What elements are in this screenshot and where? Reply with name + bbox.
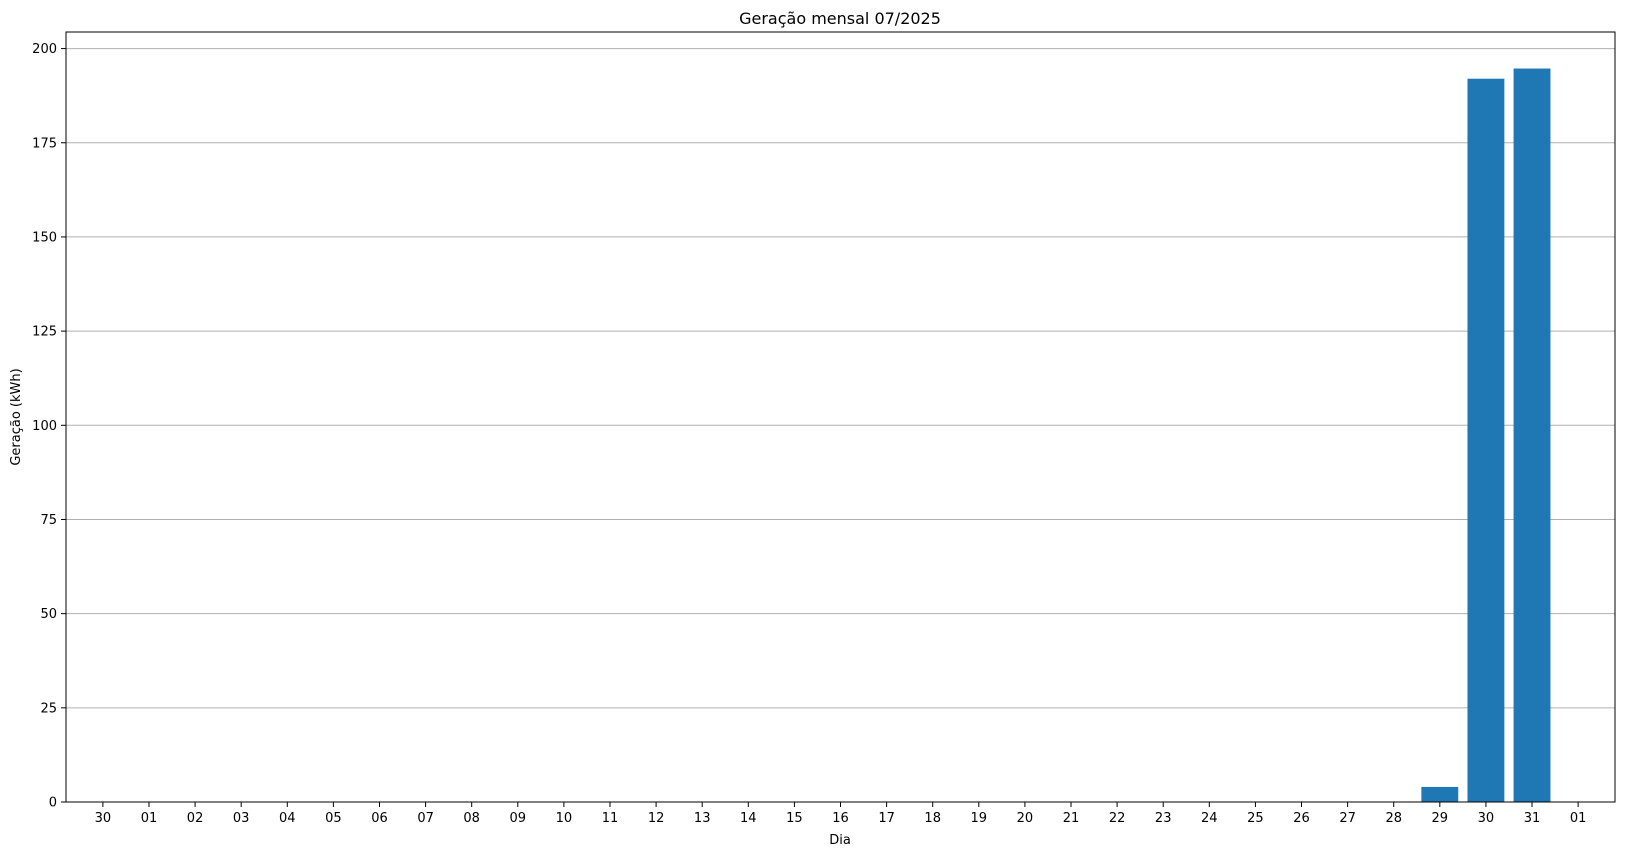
x-tick-label: 28 <box>1385 811 1402 826</box>
y-axis-label: Geração (kWh) <box>9 368 24 465</box>
x-ticks: 30 01 02 03 04 05 06 07 08 09 10 11 12 13 14 15 16 17 18 19… <box>95 802 1587 826</box>
bars <box>1421 68 1551 803</box>
y-ticks: 0 25 50 75 100 125 150 175 200 <box>32 42 66 811</box>
x-tick-label: 29 <box>1432 811 1449 826</box>
bar-31 <box>1513 68 1551 803</box>
x-tick-label: 06 <box>371 811 388 826</box>
bar-29 <box>1421 786 1459 802</box>
x-tick-label: 04 <box>279 811 296 826</box>
y-tick-label: 50 <box>40 607 57 622</box>
y-tick-label: 125 <box>32 325 57 340</box>
x-tick-label: 27 <box>1339 811 1356 826</box>
y-tick-label: 0 <box>49 796 57 811</box>
x-tick-label: 19 <box>971 811 988 826</box>
x-tick-label: 08 <box>463 811 480 826</box>
y-tick-label: 175 <box>32 136 57 151</box>
gridlines <box>66 48 1615 803</box>
x-tick-label: 22 <box>1109 811 1126 826</box>
x-tick-label: 21 <box>1063 811 1080 826</box>
x-tick-label: 01 <box>141 811 158 826</box>
x-tick-label: 26 <box>1293 811 1310 826</box>
x-tick-label: 02 <box>187 811 204 826</box>
x-tick-label: 13 <box>694 811 711 826</box>
bar-30 <box>1467 78 1505 802</box>
x-tick-label: 17 <box>878 811 895 826</box>
y-tick-label: 200 <box>32 42 57 57</box>
x-tick-label: 16 <box>832 811 849 826</box>
x-tick-label: 20 <box>1017 811 1034 826</box>
x-tick-label: 15 <box>786 811 803 826</box>
x-tick-label: 12 <box>648 811 665 826</box>
x-tick-label: 23 <box>1155 811 1172 826</box>
x-tick-label: 05 <box>325 811 342 826</box>
y-tick-label: 150 <box>32 230 57 245</box>
x-tick-label: 10 <box>556 811 573 826</box>
y-tick-label: 100 <box>32 419 57 434</box>
plot-frame <box>65 31 1616 803</box>
chart-title: Geração mensal 07/2025 <box>739 9 941 28</box>
y-tick-label: 25 <box>40 701 57 716</box>
x-tick-label: 30 <box>95 811 112 826</box>
y-tick-label: 75 <box>40 513 57 528</box>
x-tick-label: 24 <box>1201 811 1218 826</box>
x-tick-label: 14 <box>740 811 757 826</box>
x-tick-label: 01 <box>1570 811 1587 826</box>
x-tick-label: 18 <box>924 811 941 826</box>
x-tick-label: 31 <box>1524 811 1541 826</box>
x-tick-label: 07 <box>417 811 434 826</box>
x-tick-label: 25 <box>1247 811 1264 826</box>
x-tick-label: 30 <box>1478 811 1495 826</box>
x-tick-label: 11 <box>602 811 619 826</box>
x-tick-label: 09 <box>510 811 527 826</box>
x-axis-label: Dia <box>829 833 851 848</box>
x-tick-label: 03 <box>233 811 250 826</box>
axes <box>65 31 1616 803</box>
